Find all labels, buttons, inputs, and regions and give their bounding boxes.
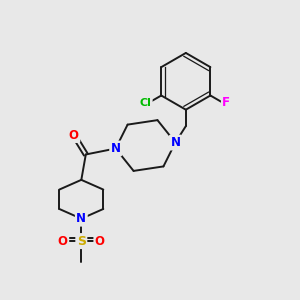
Text: O: O [95, 235, 105, 248]
Text: Cl: Cl [140, 98, 151, 108]
Text: O: O [69, 129, 79, 142]
Text: N: N [170, 136, 180, 149]
Text: O: O [58, 235, 68, 248]
Text: N: N [76, 212, 86, 225]
Text: N: N [111, 142, 121, 155]
Text: F: F [222, 97, 230, 110]
Text: S: S [77, 235, 86, 248]
